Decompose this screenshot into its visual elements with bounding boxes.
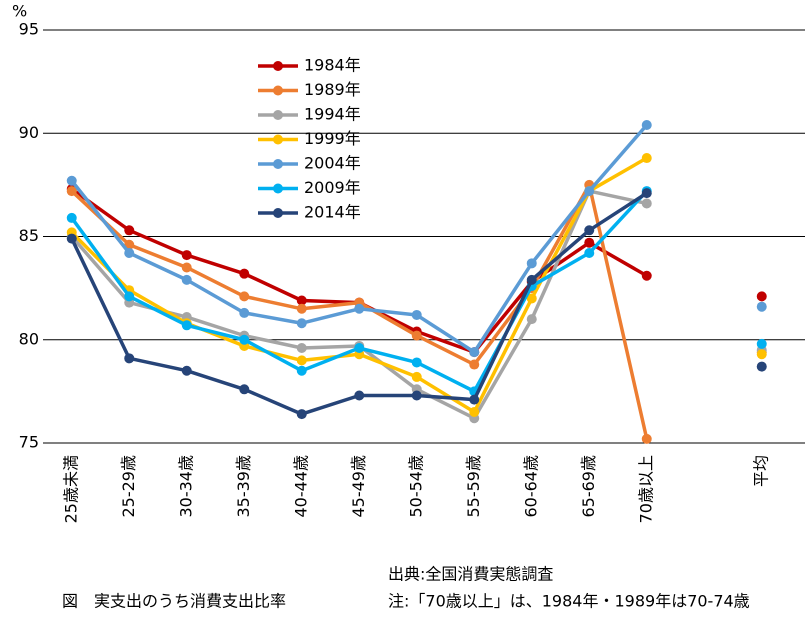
point xyxy=(124,291,135,302)
point xyxy=(469,394,480,405)
point xyxy=(354,343,365,354)
point xyxy=(756,301,767,312)
point xyxy=(411,371,422,382)
y-tick-label: 95 xyxy=(19,20,39,39)
legend-label: 2004年 xyxy=(304,154,361,173)
point xyxy=(641,188,652,199)
legend-marker xyxy=(273,110,283,120)
point xyxy=(239,307,250,318)
source: 出典:全国消費実態調査 xyxy=(388,565,553,584)
point xyxy=(296,303,307,314)
point xyxy=(469,347,480,358)
point xyxy=(584,186,595,197)
point xyxy=(124,225,135,236)
point xyxy=(239,268,250,279)
x-tick-label: 60-64歳 xyxy=(521,455,540,518)
point xyxy=(296,318,307,329)
point xyxy=(756,349,767,360)
legend-label: 1984年 xyxy=(304,56,361,75)
x-tick-label: 平均 xyxy=(751,455,770,487)
note: 注:「70歳以上」は、1984年・1989年は70-74歳 xyxy=(388,592,750,611)
legend-marker xyxy=(273,183,283,194)
point xyxy=(756,361,767,372)
point xyxy=(66,212,77,223)
x-tick-label: 30-34歳 xyxy=(176,455,195,518)
legend-marker xyxy=(273,159,283,169)
point xyxy=(181,262,192,273)
point xyxy=(239,384,250,395)
point xyxy=(584,225,595,236)
point xyxy=(296,295,307,306)
x-tick-label: 25歳未満 xyxy=(61,455,80,523)
x-tick-label: 45-49歳 xyxy=(349,455,368,518)
x-tick-label: 50-54歳 xyxy=(406,455,425,518)
x-tick-label: 40-44歳 xyxy=(291,455,310,518)
y-axis-label: % xyxy=(12,2,27,21)
point xyxy=(756,291,767,302)
y-tick-label: 85 xyxy=(19,226,39,245)
point xyxy=(469,359,480,370)
point xyxy=(641,198,652,209)
point xyxy=(239,291,250,302)
point xyxy=(641,119,652,130)
point xyxy=(526,314,537,325)
point xyxy=(756,338,767,349)
point xyxy=(354,303,365,314)
point xyxy=(296,343,307,354)
point xyxy=(469,407,480,418)
y-tick-label: 90 xyxy=(19,123,39,142)
x-tick-label: 70歳以上 xyxy=(636,455,655,523)
legend-marker xyxy=(273,208,283,218)
point xyxy=(66,175,77,186)
x-tick-label: 25-29歳 xyxy=(119,455,138,518)
legend-label: 1989年 xyxy=(304,80,361,99)
point xyxy=(641,433,652,444)
point xyxy=(411,357,422,368)
point xyxy=(526,293,537,304)
legend-marker xyxy=(273,85,283,96)
point xyxy=(296,409,307,420)
point xyxy=(641,270,652,281)
x-tick-label: 35-39歳 xyxy=(234,455,253,518)
point xyxy=(181,365,192,376)
y-tick-label: 80 xyxy=(19,329,39,348)
point xyxy=(411,309,422,320)
legend-label: 1994年 xyxy=(304,105,361,124)
chart-title: 図 実支出のうち消費支出比率 xyxy=(62,592,286,611)
x-tick-label: 65-69歳 xyxy=(579,455,598,518)
point xyxy=(296,365,307,376)
legend-label: 1999年 xyxy=(304,129,361,148)
point xyxy=(296,355,307,366)
point xyxy=(584,248,595,259)
point xyxy=(526,258,537,269)
point xyxy=(239,334,250,345)
point xyxy=(181,274,192,285)
y-tick-label: 75 xyxy=(19,433,39,452)
point xyxy=(411,390,422,401)
legend-label: 2009年 xyxy=(304,178,361,197)
legend-marker xyxy=(273,61,283,71)
point xyxy=(641,153,652,164)
point xyxy=(124,353,135,364)
legend-marker xyxy=(273,134,283,145)
point xyxy=(124,248,135,259)
point xyxy=(354,390,365,401)
point xyxy=(181,320,192,331)
point xyxy=(66,186,77,197)
legend-label: 2014年 xyxy=(304,203,361,222)
point xyxy=(181,250,192,261)
point xyxy=(411,330,422,341)
point xyxy=(584,237,595,248)
point xyxy=(66,233,77,244)
point xyxy=(526,274,537,285)
x-tick-label: 55-59歳 xyxy=(464,455,483,518)
